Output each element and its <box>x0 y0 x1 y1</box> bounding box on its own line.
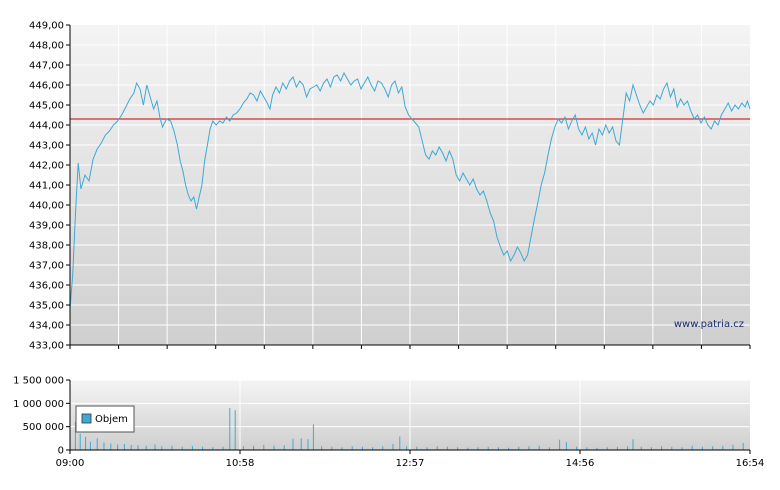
price-line <box>69 71 751 310</box>
price-y-tick-label: 446,00 <box>29 81 64 92</box>
volume-y-tick-label: 0 <box>58 446 64 457</box>
legend-swatch <box>81 413 92 424</box>
volume-x-ticks: 09:00 10:58 12:57 14:56 16:54 <box>56 450 765 469</box>
price-y-tick-label: 448,00 <box>29 41 64 52</box>
volume-y-tick-label: 1 500 000 <box>13 376 64 387</box>
price-y-tick-label: 445,00 <box>29 101 64 112</box>
price-y-tick-label: 442,00 <box>29 161 64 172</box>
price-y-tick-label: 440,00 <box>29 201 64 212</box>
x-tick-label: 09:00 <box>56 458 85 469</box>
x-tick-label: 10:58 <box>226 458 255 469</box>
price-y-tick-label: 438,00 <box>29 241 64 252</box>
price-y-tick-label: 449,00 <box>29 21 64 32</box>
price-y-tick-label: 443,00 <box>29 141 64 152</box>
price-y-tick-label: 441,00 <box>29 181 64 192</box>
x-tick-label: 16:54 <box>736 458 765 469</box>
price-panel: 449,00 448,00 447,00 446,00 445,00 444,00 443,… <box>29 21 751 352</box>
volume-y-tick-label: 500 000 <box>23 422 64 433</box>
volume-grid <box>70 379 750 450</box>
price-y-tick-label: 437,00 <box>29 261 64 272</box>
price-x-ticks <box>69 345 751 349</box>
volume-bars <box>74 408 744 450</box>
legend-label: Objem <box>95 414 128 425</box>
price-y-tick-label: 444,00 <box>29 121 64 132</box>
volume-y-axis: 1 500 000 1 000 000 500 000 0 <box>13 376 70 457</box>
price-y-axis: 449,00 448,00 447,00 446,00 445,00 444,00 443,… <box>29 21 70 352</box>
legend: Objem <box>75 405 135 433</box>
volume-panel: 1 500 000 1 000 000 500 000 0 09:00 10:58 12:… <box>13 376 764 470</box>
price-y-tick-label: 447,00 <box>29 61 64 72</box>
price-y-tick-label: 433,00 <box>29 341 64 352</box>
watermark: www.patria.cz <box>674 319 744 330</box>
price-y-tick-label: 436,00 <box>29 281 64 292</box>
x-tick-label: 12:57 <box>396 458 425 469</box>
price-y-tick-label: 435,00 <box>29 301 64 312</box>
x-tick-label: 14:56 <box>566 458 595 469</box>
price-y-tick-label: 439,00 <box>29 221 64 232</box>
volume-y-tick-label: 1 000 000 <box>13 399 64 410</box>
price-grid <box>70 25 750 345</box>
price-y-tick-label: 434,00 <box>29 321 64 332</box>
